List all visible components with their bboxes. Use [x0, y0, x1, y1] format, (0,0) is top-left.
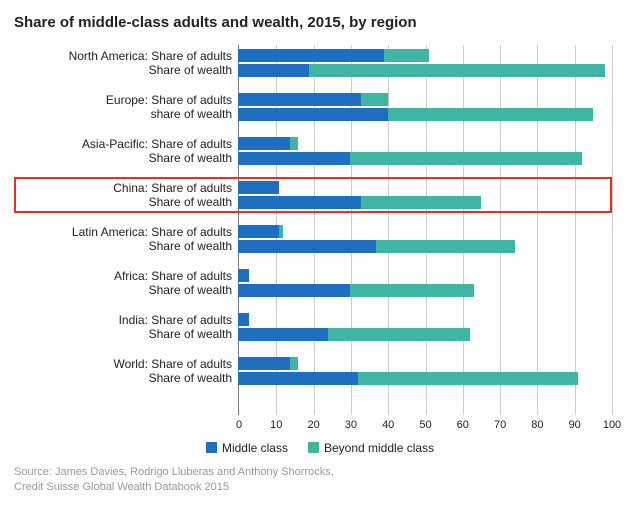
legend: Middle class Beyond middle class — [14, 441, 626, 455]
bar-beyond-middle-class — [361, 93, 387, 106]
row-label-wealth: Share of wealth — [14, 371, 232, 385]
x-tick-label: 20 — [307, 419, 319, 431]
row-label-wealth: share of wealth — [14, 107, 232, 121]
bar-middle-class — [238, 93, 361, 106]
x-tick-label: 90 — [569, 419, 581, 431]
legend-swatch — [206, 442, 217, 453]
source-line-2: Credit Suisse Global Wealth Databook 201… — [14, 480, 626, 495]
x-tick-label: 30 — [345, 419, 357, 431]
bar-middle-class — [238, 108, 388, 121]
bar-row — [238, 313, 612, 326]
region-labels: China: Share of adultsShare of wealth — [14, 181, 232, 209]
x-tick-label: 50 — [419, 419, 431, 431]
row-label-wealth: Share of wealth — [14, 151, 232, 165]
bar-middle-class — [238, 372, 358, 385]
region-labels: Asia-Pacific: Share of adultsShare of we… — [14, 137, 232, 165]
bar-beyond-middle-class — [290, 137, 297, 150]
row-label-wealth: Share of wealth — [14, 239, 232, 253]
bar-row — [238, 137, 612, 150]
bar-row — [238, 284, 612, 297]
region-labels: Europe: Share of adultsshare of wealth — [14, 93, 232, 121]
bar-row — [238, 152, 612, 165]
bar-middle-class — [238, 357, 290, 370]
row-label-adults: North America: Share of adults — [14, 49, 232, 63]
bar-row — [238, 240, 612, 253]
bar-row — [238, 269, 612, 282]
legend-item: Beyond middle class — [308, 441, 434, 455]
bar-row — [238, 108, 612, 121]
region-labels: Latin America: Share of adultsShare of w… — [14, 225, 232, 253]
x-tick-label: 0 — [236, 419, 242, 431]
chart-plot: 0 10 20 30 40 50 60 70 80 90 100 North America: Sh… — [14, 45, 626, 455]
bar-rows-container: North America: Share of adultsShare of w… — [14, 45, 612, 415]
row-label-adults: India: Share of adults — [14, 313, 232, 327]
legend-item: Middle class — [206, 441, 288, 455]
row-label-wealth: Share of wealth — [14, 195, 232, 209]
bar-beyond-middle-class — [384, 49, 429, 62]
bar-beyond-middle-class — [290, 357, 297, 370]
legend-label: Middle class — [222, 441, 288, 455]
bar-middle-class — [238, 225, 279, 238]
bar-row — [238, 225, 612, 238]
bar-beyond-middle-class — [309, 64, 604, 77]
bar-middle-class — [238, 284, 350, 297]
legend-label: Beyond middle class — [324, 441, 434, 455]
row-label-adults: Africa: Share of adults — [14, 269, 232, 283]
bar-beyond-middle-class — [376, 240, 514, 253]
bar-middle-class — [238, 137, 290, 150]
bar-row — [238, 93, 612, 106]
bar-middle-class — [238, 328, 328, 341]
row-label-wealth: Share of wealth — [14, 283, 232, 297]
bar-middle-class — [238, 196, 361, 209]
bar-middle-class — [238, 64, 309, 77]
source-text: Source: James Davies, Rodrigo Lluberas a… — [14, 465, 626, 495]
chart-title: Share of middle-class adults and wealth,… — [14, 14, 626, 31]
x-tick-label: 70 — [494, 419, 506, 431]
region-labels: India: Share of adultsShare of wealth — [14, 313, 232, 341]
bar-row — [238, 357, 612, 370]
x-tick-label: 10 — [270, 419, 282, 431]
row-label-adults: Asia-Pacific: Share of adults — [14, 137, 232, 151]
bar-middle-class — [238, 152, 350, 165]
bar-beyond-middle-class — [388, 108, 594, 121]
bar-middle-class — [238, 313, 249, 326]
x-tick-label: 60 — [457, 419, 469, 431]
row-label-adults: Europe: Share of adults — [14, 93, 232, 107]
x-tick-label: 40 — [382, 419, 394, 431]
bar-beyond-middle-class — [279, 225, 283, 238]
bar-beyond-middle-class — [350, 284, 473, 297]
bar-row — [238, 49, 612, 62]
region-labels: Africa: Share of adultsShare of wealth — [14, 269, 232, 297]
bar-row — [238, 196, 612, 209]
row-label-wealth: Share of wealth — [14, 63, 232, 77]
bar-beyond-middle-class — [350, 152, 582, 165]
bar-middle-class — [238, 49, 384, 62]
bar-row — [238, 328, 612, 341]
bar-beyond-middle-class — [361, 196, 481, 209]
legend-swatch — [308, 442, 319, 453]
row-label-adults: Latin America: Share of adults — [14, 225, 232, 239]
region-labels: World: Share of adultsShare of wealth — [14, 357, 232, 385]
bar-beyond-middle-class — [328, 328, 470, 341]
bar-middle-class — [238, 181, 279, 194]
bar-beyond-middle-class — [358, 372, 579, 385]
row-label-wealth: Share of wealth — [14, 327, 232, 341]
bar-middle-class — [238, 240, 376, 253]
x-tick-label: 80 — [531, 419, 543, 431]
gridline — [612, 45, 613, 415]
row-label-adults: World: Share of adults — [14, 357, 232, 371]
x-tick-label: 100 — [603, 419, 621, 431]
bar-middle-class — [238, 269, 249, 282]
source-line-1: Source: James Davies, Rodrigo Lluberas a… — [14, 465, 626, 480]
region-labels: North America: Share of adultsShare of w… — [14, 49, 232, 77]
bar-row — [238, 181, 612, 194]
bar-row — [238, 64, 612, 77]
row-label-adults: China: Share of adults — [14, 181, 232, 195]
bar-row — [238, 372, 612, 385]
